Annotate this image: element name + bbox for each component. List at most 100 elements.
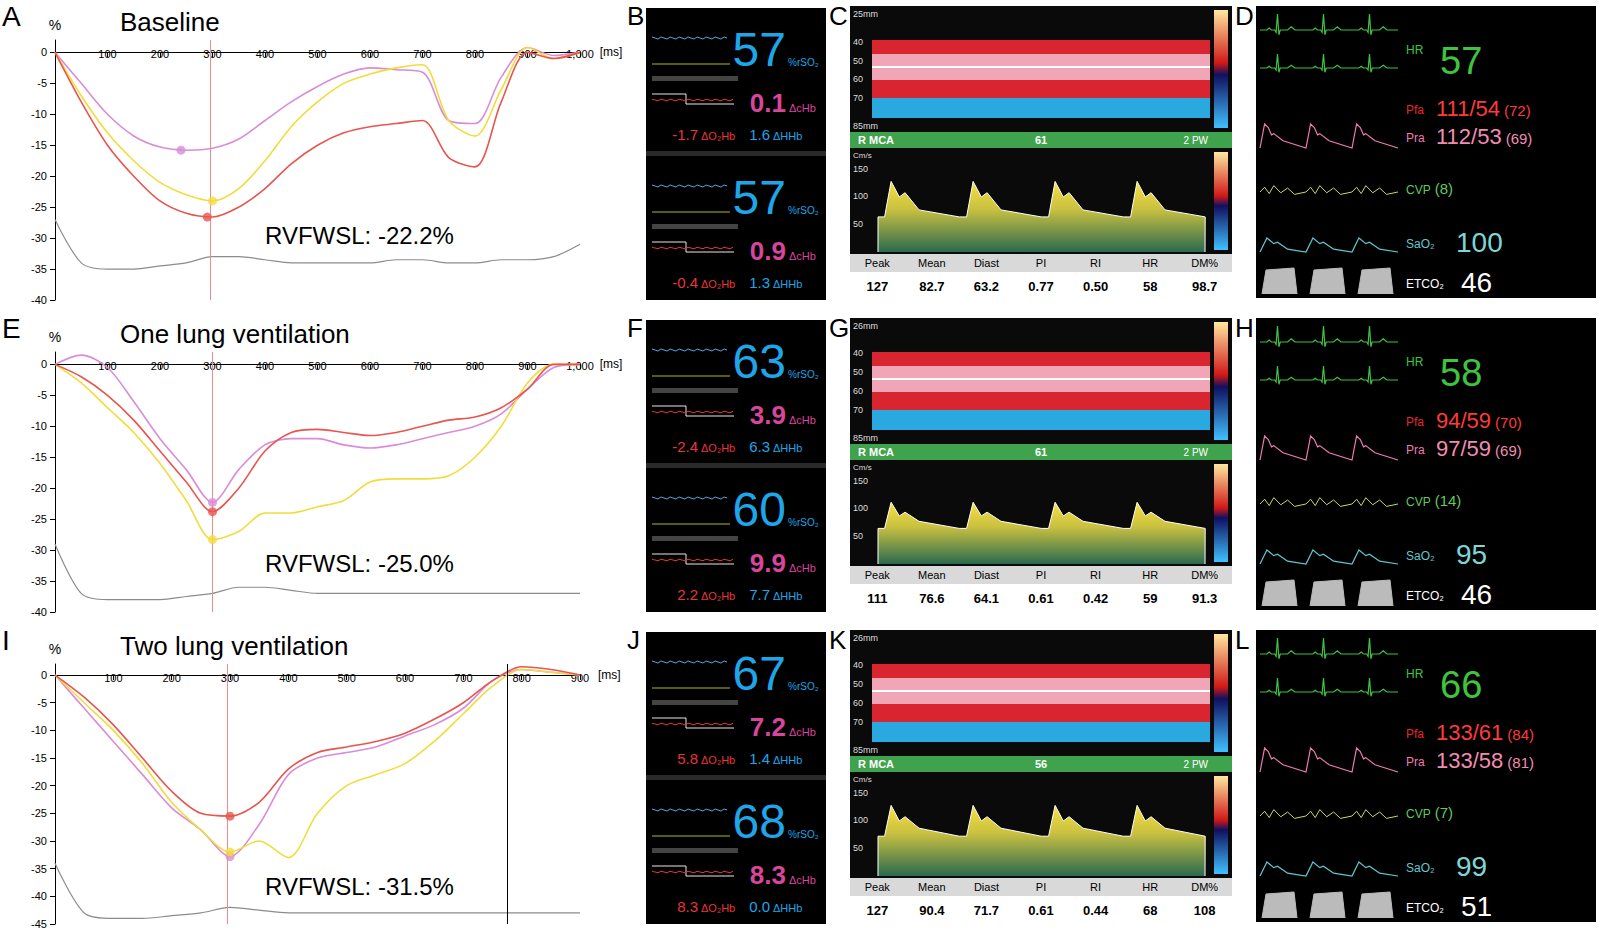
svg-text:700: 700 [454,672,472,684]
svg-text:0.1: 0.1 [750,88,786,118]
svg-text:Pfa: Pfa [1406,103,1424,117]
svg-text:PI: PI [1036,257,1046,269]
svg-text:1,000: 1,000 [566,360,594,372]
svg-text:57: 57 [733,23,786,76]
svg-text:I: I [2,625,10,656]
svg-text:-40: -40 [31,890,47,902]
svg-text:600: 600 [396,672,414,684]
svg-text:3.9: 3.9 [750,400,786,430]
svg-text:SaO₂: SaO₂ [1406,861,1435,875]
svg-text:RI: RI [1090,257,1101,269]
svg-text:300: 300 [221,672,239,684]
svg-text:2 PW: 2 PW [1184,759,1209,770]
svg-text:100: 100 [853,815,868,825]
svg-text:1.3: 1.3 [749,274,770,291]
svg-text:26mm: 26mm [853,321,878,331]
svg-text:0.44: 0.44 [1083,903,1109,918]
svg-text:-15: -15 [31,752,47,764]
svg-text:0.77: 0.77 [1028,279,1053,294]
svg-text:0: 0 [41,669,47,681]
svg-text:127: 127 [866,903,888,918]
svg-text:-5: -5 [37,697,47,709]
svg-text:100: 100 [98,360,116,372]
svg-text:50: 50 [853,531,863,541]
svg-text:ΔO₂Hb: ΔO₂Hb [701,278,735,290]
svg-text:-25: -25 [31,201,47,213]
svg-text:%rSO₂: %rSO₂ [788,205,819,216]
svg-text:26mm: 26mm [853,633,878,643]
svg-text:91.3: 91.3 [1192,591,1217,606]
svg-text:50: 50 [853,219,863,229]
svg-text:-25: -25 [31,513,47,525]
svg-text:200: 200 [151,48,169,60]
svg-text:HR: HR [1406,355,1424,369]
svg-text:-35: -35 [31,263,47,275]
svg-text:60: 60 [853,386,863,396]
svg-text:67: 67 [733,647,786,700]
svg-text:Baseline: Baseline [120,7,220,37]
svg-text:800: 800 [466,48,484,60]
svg-text:-10: -10 [31,724,47,736]
svg-text:CVP(7): CVP(7) [1406,804,1453,821]
svg-text:-20: -20 [31,482,47,494]
svg-text:58: 58 [1440,352,1482,394]
svg-text:%: % [49,329,61,345]
svg-text:Cm/s: Cm/s [853,151,872,160]
svg-text:57: 57 [733,171,786,224]
svg-text:94/59(70): 94/59(70) [1436,408,1522,433]
svg-text:50: 50 [853,56,863,66]
svg-text:76.6: 76.6 [919,591,944,606]
svg-text:800: 800 [466,360,484,372]
svg-text:46: 46 [1461,579,1492,610]
svg-text:85mm: 85mm [853,121,878,131]
svg-text:40: 40 [853,660,863,670]
svg-text:58: 58 [1143,279,1157,294]
svg-text:98.7: 98.7 [1192,279,1217,294]
svg-text:2 PW: 2 PW [1184,447,1209,458]
svg-text:0.61: 0.61 [1028,903,1053,918]
svg-text:DM%: DM% [1191,257,1218,269]
svg-text:R MCA: R MCA [858,446,894,458]
svg-text:[ms]: [ms] [600,45,623,59]
svg-text:-35: -35 [31,863,47,875]
svg-text:127: 127 [866,279,888,294]
svg-text:100: 100 [104,672,122,684]
svg-text:ΔHHb: ΔHHb [773,130,802,142]
svg-text:Pra: Pra [1406,443,1425,457]
svg-text:2 PW: 2 PW [1184,135,1209,146]
svg-text:ΔcHb: ΔcHb [789,250,816,262]
svg-text:99: 99 [1456,851,1487,882]
svg-text:-20: -20 [31,780,47,792]
svg-text:RVFWSL: -31.5%: RVFWSL: -31.5% [265,873,454,900]
svg-text:Cm/s: Cm/s [853,463,872,472]
svg-text:8.3: 8.3 [677,898,698,915]
svg-text:PI: PI [1036,569,1046,581]
svg-text:600: 600 [361,360,379,372]
svg-text:50: 50 [853,679,863,689]
svg-text:ΔO₂Hb: ΔO₂Hb [701,442,735,454]
svg-text:-30: -30 [31,835,47,847]
svg-text:70: 70 [853,93,863,103]
svg-text:-5: -5 [37,77,47,89]
svg-text:111/54(72): 111/54(72) [1436,96,1531,121]
svg-text:133/58(81): 133/58(81) [1436,748,1534,773]
svg-text:100: 100 [853,191,868,201]
svg-text:0: 0 [41,46,47,58]
svg-text:Cm/s: Cm/s [853,775,872,784]
svg-text:7.2: 7.2 [750,712,786,742]
svg-text:ETCO₂: ETCO₂ [1406,589,1444,603]
svg-text:Peak: Peak [865,257,891,269]
svg-text:One lung ventilation: One lung ventilation [120,319,350,349]
svg-text:100: 100 [98,48,116,60]
svg-text:85mm: 85mm [853,745,878,755]
svg-text:ΔcHb: ΔcHb [789,874,816,886]
svg-text:-1.7: -1.7 [672,126,698,143]
svg-text:150: 150 [853,476,868,486]
svg-text:100: 100 [853,503,868,513]
svg-text:100: 100 [1456,227,1503,258]
svg-text:CVP(14): CVP(14) [1406,492,1461,509]
svg-text:108: 108 [1194,903,1216,918]
svg-text:60: 60 [853,74,863,84]
svg-text:[ms]: [ms] [600,357,623,371]
svg-text:RVFWSL: -22.2%: RVFWSL: -22.2% [265,222,454,249]
